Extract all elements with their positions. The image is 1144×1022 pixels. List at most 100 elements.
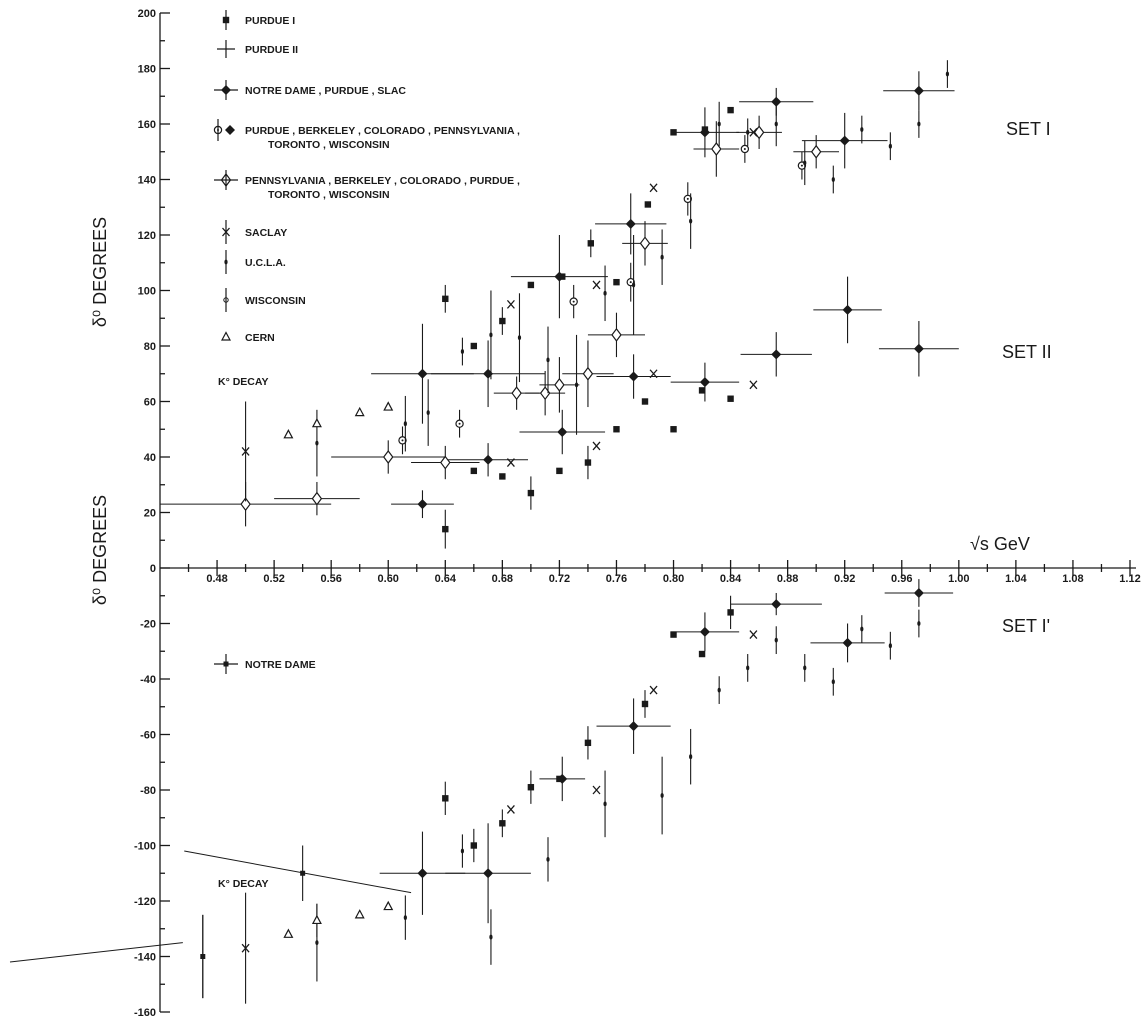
data-point <box>354 909 365 919</box>
set-label-3: SET I' <box>1002 616 1050 636</box>
legend-label: SACLAY <box>245 227 287 239</box>
data-point <box>554 377 565 392</box>
data-point <box>383 900 394 911</box>
annotation-k-decay-upper: K° DECAY <box>218 376 269 388</box>
legend-label: NOTRE DAME , PURDUE , SLAC <box>245 85 406 97</box>
x-tick-label: 0.88 <box>777 573 798 585</box>
data-point <box>315 940 319 946</box>
legend-marker-small-dot <box>224 250 228 274</box>
data-point <box>483 868 494 879</box>
data-point <box>644 201 652 208</box>
legend-marker-saclay <box>222 220 230 244</box>
y-tick-label: -80 <box>140 785 156 797</box>
data-point <box>628 371 639 382</box>
data-point <box>603 801 607 807</box>
data-point <box>740 144 750 154</box>
data-point <box>670 631 677 638</box>
data-point <box>699 377 710 388</box>
set-label-1: SET I <box>1006 119 1051 139</box>
data-point <box>283 928 294 938</box>
set-label-2: SET II <box>1002 342 1052 362</box>
data-point <box>683 194 692 204</box>
data-point <box>842 637 853 648</box>
data-point <box>649 685 658 695</box>
annotation-k-decay-lower: K° DECAY <box>218 878 269 890</box>
y-tick-label: 100 <box>138 286 156 298</box>
data-point <box>913 587 924 598</box>
legend-marker-cross-square <box>214 654 238 674</box>
data-point <box>913 85 924 96</box>
data-point <box>470 342 478 350</box>
y-tick-label: 20 <box>144 508 156 520</box>
series <box>283 401 394 938</box>
data-point <box>499 820 506 827</box>
y-tick-label: 80 <box>144 341 156 353</box>
x-tick-label: 1.08 <box>1062 573 1083 585</box>
x-tick-label: 0.56 <box>320 573 341 585</box>
data-point <box>660 254 664 260</box>
data-point <box>711 141 722 156</box>
data-point <box>698 387 706 394</box>
data-point <box>727 395 734 402</box>
series <box>371 71 959 924</box>
legend-label: PENNSYLVANIA , BERKELEY , COLORADO , PUR… <box>245 175 520 187</box>
data-points <box>160 60 959 1004</box>
data-point <box>613 426 620 433</box>
data-point <box>584 739 592 747</box>
data-point <box>803 160 807 166</box>
annotations: √s GeV δ⁰ DEGREES δ⁰ DEGREES SET I SET I… <box>9 119 1052 999</box>
data-point <box>283 429 294 439</box>
legend-marker-triangle <box>221 331 231 341</box>
data-point <box>839 135 850 146</box>
legend-label: NOTRE DAME <box>245 659 316 671</box>
data-point <box>582 366 594 381</box>
data-point <box>917 121 921 127</box>
data-point <box>749 630 758 640</box>
data-point <box>506 804 515 814</box>
k-decay-line-upper <box>184 850 412 894</box>
y-tick-label: 180 <box>138 64 156 76</box>
data-point <box>382 450 394 464</box>
data-point <box>699 626 710 637</box>
data-point <box>315 440 319 446</box>
data-point <box>810 144 822 159</box>
y-tick-label: -120 <box>134 896 156 908</box>
legend-marker-cross <box>217 40 235 58</box>
data-point <box>771 599 782 610</box>
data-point <box>417 868 428 879</box>
data-point <box>717 687 721 693</box>
data-point <box>592 280 601 290</box>
y-tick-label: 200 <box>138 8 156 20</box>
data-point <box>584 459 592 466</box>
axes <box>159 13 1136 1012</box>
y-tick-label: 140 <box>138 175 156 187</box>
legend-label: PURDUE , BERKELEY , COLORADO , PENNSYLVA… <box>245 125 520 137</box>
data-point <box>311 417 322 428</box>
data-point <box>470 842 478 849</box>
data-point <box>749 380 758 390</box>
x-tick-label: 1.04 <box>1005 573 1027 585</box>
legend: PURDUE I PURDUE II NOTRE DAME , PURDUE , S… <box>213 10 520 674</box>
data-point <box>546 357 550 363</box>
data-point <box>613 278 620 286</box>
data-point <box>771 349 782 360</box>
x-tick-label: 0.64 <box>435 573 457 585</box>
data-point <box>499 473 506 480</box>
data-point <box>403 421 407 427</box>
legend-label: WISCONSIN <box>245 295 306 307</box>
data-point <box>631 282 636 288</box>
x-tick-label: 0.72 <box>549 573 570 585</box>
data-point <box>417 368 428 379</box>
y-tick-label: -20 <box>140 619 156 631</box>
y-tick-label: -140 <box>134 952 156 964</box>
x-tick-label: 0.68 <box>492 573 513 585</box>
x-tick-label: 0.52 <box>263 573 284 585</box>
data-point <box>670 426 677 433</box>
y-tick-label: 0 <box>150 563 156 575</box>
data-point <box>417 499 428 510</box>
x-tick-label: 1.12 <box>1119 573 1140 585</box>
data-point <box>888 643 892 649</box>
x-tick-label: 0.60 <box>378 573 399 585</box>
x-tick-label: 0.80 <box>663 573 684 585</box>
legend-label: U.C.L.A. <box>245 257 286 269</box>
